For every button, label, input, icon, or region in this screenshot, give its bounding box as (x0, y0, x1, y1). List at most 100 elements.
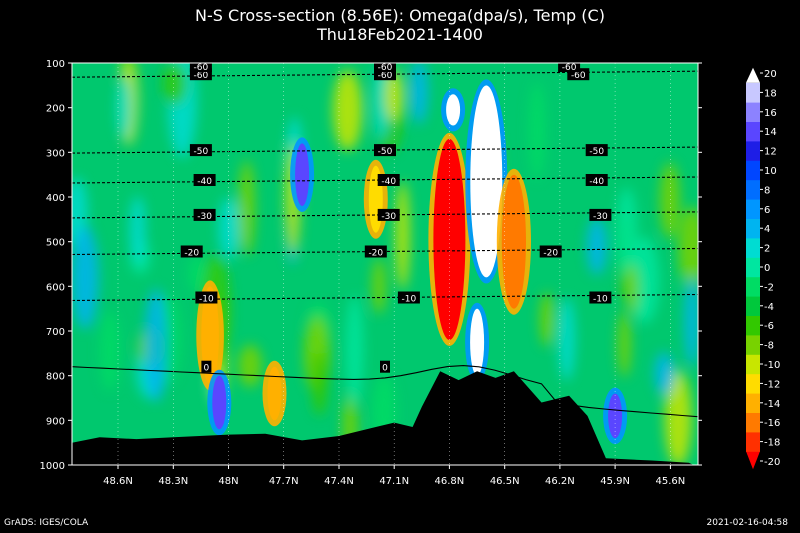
omega-feature (446, 94, 461, 126)
colorbar-tick-label: -12 (764, 379, 780, 390)
omega-background-blob (238, 344, 262, 387)
temperature-label-bg (585, 174, 608, 186)
temperature-label: -20 (368, 249, 383, 259)
temperature-top-label: -60 (378, 63, 393, 73)
colorbar-swatch (746, 393, 760, 413)
omega-background-blob (238, 160, 255, 256)
x-tick-label: 48.6N (103, 476, 133, 487)
temperature-label: -60 (378, 71, 393, 81)
omega-background-blob (372, 258, 386, 314)
temperature-label: 0 (382, 364, 388, 374)
terrain-mask (72, 371, 694, 465)
y-tick-label: 700 (46, 327, 65, 338)
temperature-label: -20 (543, 249, 558, 259)
temperature-label-bg (193, 208, 216, 221)
temperature-contour-line (72, 365, 698, 418)
temperature-top-label: -60 (194, 63, 209, 73)
terrain-silhouette (72, 371, 694, 465)
plot-frame (71, 62, 699, 466)
x-tick-label: 45.9N (600, 476, 630, 487)
omega-background-blob (539, 292, 555, 347)
temperature-label: -40 (589, 177, 604, 187)
omega-background-blob (129, 196, 146, 264)
x-tick-label: 48.3N (158, 476, 188, 487)
chart-title: N-S Cross-section (8.56E): Omega(dpa/s),… (195, 6, 605, 25)
omega-background-blob (188, 255, 207, 293)
omega-feature (501, 174, 526, 309)
colorbar-tick-label: -8 (764, 341, 774, 352)
temperature-label: -30 (197, 212, 212, 222)
colorbar-tick-label: 6 (764, 205, 770, 216)
colorbar-tick-label: -2 (764, 282, 774, 293)
colorbar-tick-label: -20 (764, 457, 780, 468)
omega-background-blob (218, 197, 240, 260)
temperature-top-label: -60 (562, 63, 577, 73)
chart-subtitle: Thu18Feb2021-1400 (317, 25, 483, 44)
colorbar-swatch (746, 412, 760, 433)
x-tick-label: 46.5N (490, 476, 520, 487)
temperature-label: -10 (593, 295, 608, 305)
colorbar-tick-label: 12 (764, 147, 777, 158)
colorbar-swatch (746, 354, 760, 375)
footer-timestamp: 2021-02-16-04:58 (706, 518, 789, 528)
temperature-label-bg (377, 174, 400, 186)
colorbar-tick-label: 18 (764, 88, 777, 99)
colorbar-swatch (746, 334, 760, 355)
x-tick-label: 48N (218, 476, 238, 487)
omega-background-blob (664, 370, 692, 465)
temperature-label-bg (589, 291, 612, 304)
omega-feature (212, 375, 227, 430)
colorbar-swatch (746, 82, 760, 103)
colorbar-swatch (746, 296, 760, 316)
colorbar-swatch (746, 431, 760, 452)
colorbar-tick-label: 0 (764, 263, 770, 274)
colorbar-tick-label: -16 (764, 418, 780, 429)
y-tick-label: 500 (46, 238, 65, 249)
temperature-label-bg (539, 245, 562, 258)
omega-background-blob (395, 181, 410, 290)
x-tick-label: 46.8N (435, 476, 465, 487)
omega-background-blob (116, 77, 132, 138)
temperature-label: -20 (184, 249, 199, 259)
temperature-label-bg (195, 291, 218, 304)
colorbar-swatch (746, 257, 760, 278)
temperature-label-bg (364, 245, 387, 258)
colorbar-swatch (746, 218, 760, 239)
y-tick-label: 300 (46, 148, 65, 159)
temperature-label-bg (377, 208, 400, 221)
temperature-label-bg (589, 208, 612, 221)
temperature-labels: -60 -60 -60-50 -50 -50-40 -40 -40-30 -30 -30-20-… (180, 60, 612, 374)
temperature-label: -50 (194, 147, 209, 157)
plot-area (72, 63, 698, 465)
omega-feature (470, 308, 485, 376)
omega-background-blob (332, 70, 363, 151)
colorbar-tick-label: 10 (764, 166, 777, 177)
x-tick-label: 47.7N (269, 476, 299, 487)
omega-background-blob (99, 311, 120, 392)
x-tick-label: 45.6N (656, 476, 686, 487)
temperature-contour-line (72, 70, 698, 78)
omega-background-blob (372, 64, 390, 140)
temperature-label: -40 (197, 177, 212, 187)
temperature-label: -40 (381, 177, 396, 187)
omega-feature (295, 143, 310, 206)
colorbar-swatch (746, 160, 760, 181)
omega-background-blob (144, 288, 168, 402)
temperature-label-bg (193, 174, 216, 186)
y-tick-label: 1000 (40, 461, 65, 472)
colorbar-swatch (746, 276, 760, 297)
colorbar-tick-label: 8 (764, 185, 770, 196)
temperature-label-bg (374, 144, 396, 157)
footer-software: GrADS: IGES/COLA (4, 518, 89, 528)
omega-background-blob (558, 297, 576, 381)
temperature-label-bg (585, 144, 608, 157)
temperature-label: -50 (589, 147, 604, 157)
x-axis: 48.6N 48.3N 48N 47.7N 47.4N 47.1N 46.8N 46.5N 46… (103, 465, 685, 487)
omega-background-blob (586, 217, 607, 275)
temperature-label-bg (189, 144, 212, 157)
colorbar-swatch (746, 451, 760, 470)
omega-background-blob (660, 162, 680, 239)
colorbar-tick-label: -10 (764, 360, 780, 371)
colorbar-swatch (746, 102, 760, 122)
